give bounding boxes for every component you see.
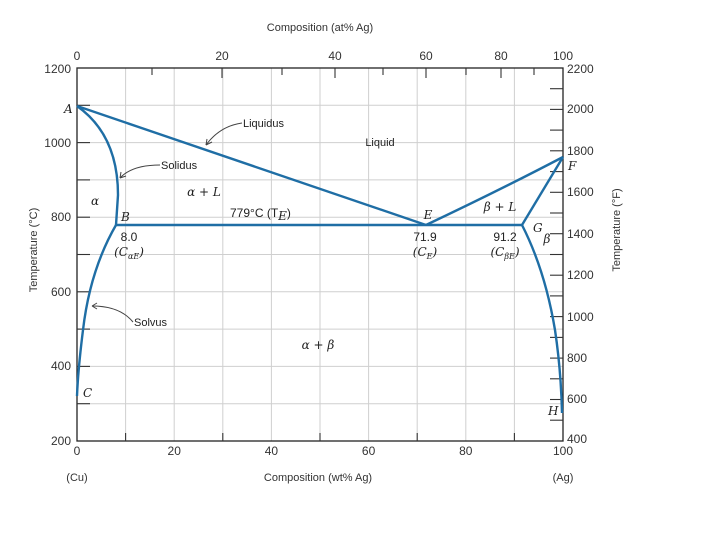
svg-text:80: 80 <box>459 444 473 458</box>
point-g-label: G <box>533 221 543 235</box>
top-axis-ticks <box>76 68 535 78</box>
top-axis-title: Composition (at% Ag) <box>267 22 373 34</box>
cu-end-label: (Cu) <box>66 472 87 484</box>
svg-text:200: 200 <box>51 434 71 448</box>
alpha-liquid-region-label: α + L <box>187 185 221 199</box>
eutectic-temp-subscript: E <box>277 209 287 223</box>
top-axis-tick-labels: 0 20 40 60 80 100 <box>74 49 574 63</box>
liquidus-ag-line <box>425 155 564 227</box>
svg-text:0: 0 <box>74 444 81 458</box>
liquidus-cu-line <box>76 104 427 227</box>
svg-text:40: 40 <box>265 444 279 458</box>
svg-text:600: 600 <box>567 392 587 406</box>
horizontal-gridlines <box>77 104 563 405</box>
svg-text:1200: 1200 <box>567 268 594 282</box>
c-alpha-e-value: 8.0 <box>121 230 138 244</box>
ag-end-label: (Ag) <box>553 472 574 484</box>
c-alpha-e-label: (CαE) <box>114 245 144 261</box>
svg-text:20: 20 <box>215 49 229 63</box>
point-f-label: F <box>567 159 577 173</box>
left-axis-tick-labels: 200 400 600 800 1000 1200 <box>44 62 71 448</box>
solidus-ag-line <box>520 156 565 226</box>
c-e-label: (CE) <box>413 245 438 261</box>
eutectic-temp-text: 779°C (T <box>230 206 279 220</box>
svg-text:1000: 1000 <box>567 310 594 324</box>
svg-text:1000: 1000 <box>44 136 71 150</box>
svg-text:600: 600 <box>51 285 71 299</box>
svg-text:400: 400 <box>51 359 71 373</box>
solidus-label: Solidus <box>161 160 198 172</box>
alpha-region-label: α <box>91 194 99 208</box>
svg-text:80: 80 <box>494 49 508 63</box>
point-e-label: E <box>423 208 433 222</box>
right-axis-title: Temperature (°F) <box>611 188 623 271</box>
svg-text:1200: 1200 <box>44 62 71 76</box>
liquidus-label: Liquidus <box>243 118 284 130</box>
bottom-axis-tick-labels: 0 20 40 60 80 100 <box>74 444 574 458</box>
eutectic-temperature-label: 779°C (TE) <box>230 206 291 223</box>
left-axis-title: Temperature (°C) <box>28 208 40 292</box>
svg-text:20: 20 <box>168 444 182 458</box>
right-axis-ticks <box>550 88 563 421</box>
beta-liquid-region-label: β + L <box>483 200 517 214</box>
svg-text:60: 60 <box>419 49 433 63</box>
solidus-cu-line <box>76 105 120 226</box>
svg-text:1400: 1400 <box>567 227 594 241</box>
svg-text:800: 800 <box>567 351 587 365</box>
svg-text:1800: 1800 <box>567 144 594 158</box>
svg-text:800: 800 <box>51 210 71 224</box>
svg-text:40: 40 <box>328 49 342 63</box>
svg-text:2000: 2000 <box>567 102 594 116</box>
alpha-beta-region-label: α + β <box>302 338 335 352</box>
point-c-label: C <box>83 386 92 400</box>
svg-text:60: 60 <box>362 444 376 458</box>
right-axis-tick-labels: 400 600 800 1000 1200 1400 1600 1800 200… <box>567 62 594 446</box>
beta-region-label: β <box>543 232 551 246</box>
solvus-cu-line <box>75 224 118 397</box>
svg-text:2200: 2200 <box>567 62 594 76</box>
leader-lines <box>91 122 243 323</box>
point-a-label: A <box>63 102 73 116</box>
c-e-value: 71.9 <box>413 230 437 244</box>
point-b-label: B <box>120 210 130 224</box>
phase-boundaries <box>75 104 565 414</box>
svg-text:100: 100 <box>553 444 573 458</box>
c-beta-e-value: 91.2 <box>493 230 517 244</box>
svg-text:1600: 1600 <box>567 185 594 199</box>
liquid-region-label: Liquid <box>365 137 394 149</box>
solvus-ag-line <box>520 224 564 414</box>
svg-text:0: 0 <box>74 49 81 63</box>
bottom-axis-title: Composition (wt% Ag) <box>264 472 372 484</box>
c-beta-e-label: (CβE) <box>490 245 519 261</box>
eutectic-temp-close: ) <box>287 206 291 220</box>
bottom-axis-ticks <box>125 433 515 441</box>
point-h-label: H <box>547 404 559 418</box>
solvus-label: Solvus <box>134 317 168 329</box>
svg-text:100: 100 <box>553 49 573 63</box>
svg-text:400: 400 <box>567 432 587 446</box>
